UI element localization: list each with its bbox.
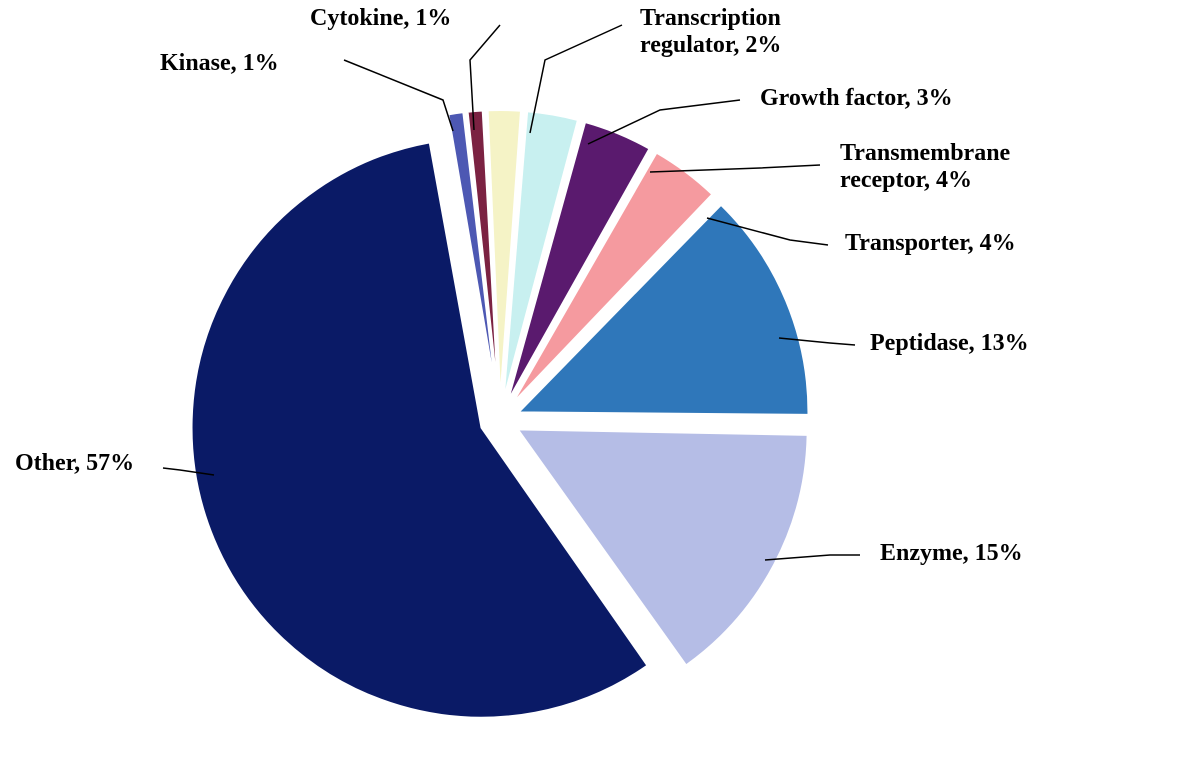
slice-label-line: Peptidase, 13%	[870, 330, 1029, 357]
slice-label-line: Other, 57%	[15, 450, 134, 477]
slice-label-line: Transmembrane	[840, 140, 1010, 167]
slice-label: Transcriptionregulator, 2%	[640, 5, 781, 59]
slice-label: Transporter, 4%	[845, 230, 1016, 257]
slice-label: Growth factor, 3%	[760, 85, 953, 112]
pie-svg	[0, 0, 1200, 764]
slice-label-line: receptor, 4%	[840, 167, 1010, 194]
slice-label: Enzyme, 15%	[880, 540, 1023, 567]
slice-label-line: Growth factor, 3%	[760, 85, 953, 112]
slice-label: Cytokine, 1%	[310, 5, 451, 32]
slice-label: Transmembranereceptor, 4%	[840, 140, 1010, 194]
slice-label-line: Cytokine, 1%	[310, 5, 451, 32]
slice-label-line: regulator, 2%	[640, 32, 781, 59]
slice-label: Kinase, 1%	[160, 50, 279, 77]
pie-chart: Kinase, 1% Cytokine, 1% Transcriptionregul…	[0, 0, 1200, 764]
leader-line	[344, 60, 453, 131]
slice-label-line: Kinase, 1%	[160, 50, 279, 77]
slice-label-line: Enzyme, 15%	[880, 540, 1023, 567]
slice-label: Peptidase, 13%	[870, 330, 1029, 357]
slice-label-line: Transcription	[640, 5, 781, 32]
slice-label-line: Transporter, 4%	[845, 230, 1016, 257]
slice-label: Other, 57%	[15, 450, 134, 477]
